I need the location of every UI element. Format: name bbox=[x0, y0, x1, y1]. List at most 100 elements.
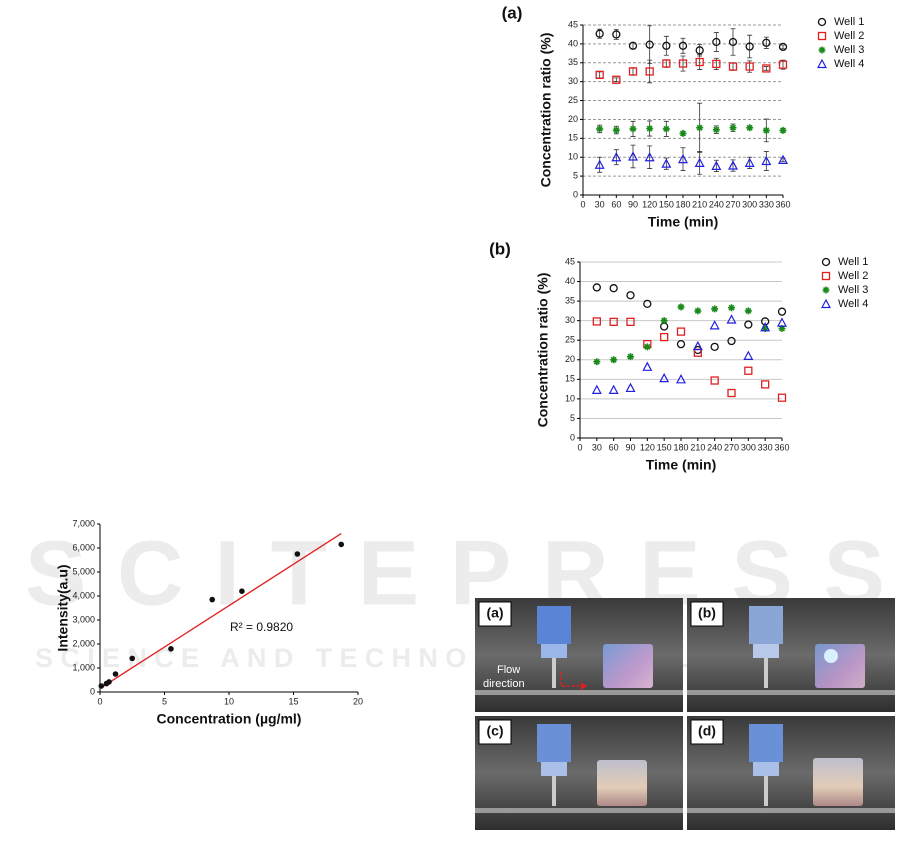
point bbox=[106, 679, 112, 685]
x-tick-label: 270 bbox=[725, 199, 740, 209]
point bbox=[712, 59, 721, 69]
y-tick-label: 10 bbox=[565, 393, 575, 403]
point bbox=[593, 358, 601, 366]
point bbox=[744, 307, 752, 315]
point bbox=[642, 361, 653, 371]
y-tick-label: 25 bbox=[568, 95, 578, 105]
y-tick-label: 45 bbox=[568, 19, 578, 29]
y-tick-label: 45 bbox=[565, 256, 575, 266]
point bbox=[643, 343, 651, 351]
point bbox=[762, 64, 771, 73]
y-tick-label: 30 bbox=[568, 76, 578, 86]
point bbox=[744, 320, 753, 329]
flow-label: Flow bbox=[497, 664, 520, 676]
point bbox=[696, 124, 704, 132]
point bbox=[98, 683, 105, 689]
point bbox=[762, 126, 770, 134]
point bbox=[645, 67, 654, 76]
point bbox=[728, 160, 738, 170]
point bbox=[596, 125, 604, 133]
y-tick-label: 5 bbox=[570, 413, 575, 423]
x-tick-label: 360 bbox=[775, 199, 790, 209]
error-bar bbox=[730, 28, 736, 56]
x-tick-label: 330 bbox=[758, 442, 773, 452]
point bbox=[779, 126, 787, 134]
point bbox=[677, 303, 685, 311]
photo-label: (b) bbox=[698, 605, 716, 621]
y-axis-label: Concentration ratio (%) bbox=[538, 33, 554, 188]
x-tick-label: 360 bbox=[774, 442, 789, 452]
error-bar bbox=[647, 59, 653, 84]
point bbox=[629, 125, 637, 133]
point bbox=[609, 284, 618, 293]
error-bar bbox=[630, 67, 636, 76]
legend-marker bbox=[818, 46, 826, 54]
error-bar bbox=[630, 144, 636, 169]
error-bar bbox=[680, 55, 686, 72]
point bbox=[728, 62, 738, 71]
point bbox=[746, 124, 754, 132]
photo-panel: (b) bbox=[687, 598, 895, 712]
legend-marker bbox=[817, 17, 827, 27]
point bbox=[777, 317, 787, 327]
point bbox=[760, 322, 771, 332]
photo-label: (c) bbox=[486, 723, 503, 739]
y-axis-label: Intensity(a.u) bbox=[55, 564, 71, 651]
point bbox=[745, 42, 754, 51]
x-tick-label: 60 bbox=[611, 199, 621, 209]
fit-line bbox=[99, 533, 342, 689]
point bbox=[168, 646, 174, 652]
point bbox=[594, 159, 605, 169]
point bbox=[646, 125, 654, 133]
panel-label: (a) bbox=[502, 3, 523, 22]
y-tick-label: 20 bbox=[565, 354, 575, 364]
x-tick-label: 5 bbox=[162, 696, 167, 706]
point bbox=[728, 37, 738, 47]
x-tick-label: 10 bbox=[224, 696, 234, 706]
x-axis-label: Time (min) bbox=[648, 214, 719, 230]
point bbox=[709, 320, 720, 330]
point bbox=[595, 29, 604, 38]
point bbox=[711, 305, 719, 313]
point bbox=[712, 37, 721, 47]
point bbox=[612, 30, 621, 39]
point bbox=[294, 551, 301, 557]
x-tick-label: 240 bbox=[707, 442, 722, 452]
point bbox=[777, 307, 787, 316]
panel-label: (b) bbox=[489, 239, 511, 258]
x-tick-label: 30 bbox=[592, 442, 602, 452]
legend-label: Well 1 bbox=[838, 256, 868, 268]
y-tick-label: 0 bbox=[573, 189, 578, 199]
x-tick-label: 90 bbox=[628, 199, 638, 209]
point bbox=[608, 384, 619, 394]
error-bar bbox=[613, 77, 619, 83]
point bbox=[628, 151, 638, 161]
point bbox=[778, 60, 788, 69]
point bbox=[662, 125, 670, 133]
point bbox=[761, 317, 770, 326]
legend-label: Well 3 bbox=[838, 284, 868, 296]
y-tick-label: 6,000 bbox=[72, 542, 95, 552]
point bbox=[710, 376, 719, 385]
error-bar bbox=[747, 34, 753, 59]
x-tick-label: 240 bbox=[709, 199, 724, 209]
x-tick-label: 180 bbox=[675, 199, 690, 209]
x-tick-label: 300 bbox=[742, 199, 757, 209]
point bbox=[611, 151, 622, 162]
y-tick-label: 10 bbox=[568, 152, 578, 162]
point bbox=[694, 307, 702, 315]
point bbox=[644, 151, 655, 162]
x-tick-label: 210 bbox=[692, 199, 707, 209]
error-bar bbox=[697, 151, 703, 175]
y-tick-label: 30 bbox=[565, 315, 575, 325]
y-tick-label: 40 bbox=[565, 276, 575, 286]
y-tick-label: 25 bbox=[565, 335, 575, 345]
point bbox=[678, 153, 688, 164]
x-tick-label: 0 bbox=[97, 696, 102, 706]
point bbox=[625, 382, 636, 393]
legend-label: Well 2 bbox=[838, 270, 868, 282]
error-bar bbox=[730, 62, 736, 71]
photo-grid: (a) Flow direction (b) (c) bbox=[475, 598, 895, 830]
legend-label: Well 4 bbox=[838, 298, 868, 310]
